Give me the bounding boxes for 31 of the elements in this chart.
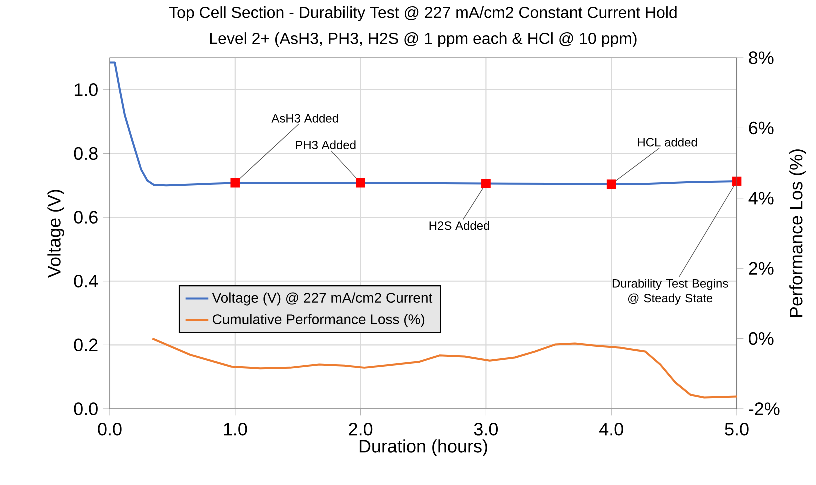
y2-tick-label: 4%: [748, 192, 774, 205]
y-tick-label: 0.0: [74, 402, 98, 416]
y-tick-label: 0.6: [74, 211, 98, 224]
chart-title: Top Cell Section - Durability Test @ 227 mA/cm2 Constant Current Hold: [169, 6, 677, 22]
annotation: AsH3 Added: [272, 114, 338, 123]
x-tick-label: 0.0: [98, 423, 122, 436]
x-tick-label: 5.0: [725, 423, 749, 436]
line-series: [152, 338, 738, 399]
legend-label: Voltage (V) @ 227 mA/cm2 Current: [212, 292, 433, 306]
y-tick-label: 1.0: [74, 84, 98, 96]
y2-axis-title: Performance Los (%): [790, 150, 806, 318]
x-tick-label: 3.0: [474, 423, 498, 436]
y-tick-label: 0.8: [74, 147, 98, 160]
x-tick-label: 1.0: [224, 423, 248, 436]
annotation: H2S Added: [430, 221, 490, 230]
y2-tick-label: 2%: [749, 262, 774, 275]
legend-label: Cumulative Performance Loss (%): [212, 314, 425, 328]
x-axis-title: Duration (hours): [360, 440, 488, 456]
x-tick-label: 2.0: [349, 423, 373, 436]
annotation: Durability Test Begins @ Steady State: [612, 279, 728, 305]
y-tick-label: 0.4: [74, 274, 98, 288]
y-tick-label: 0.2: [74, 338, 98, 352]
y2-tick-label: 6%: [749, 122, 774, 135]
y2-tick-label: 8%: [749, 52, 774, 64]
chart-subtitle: Level 2+ (AsH3, PH3, H2S @ 1 ppm each & HCl @ 10 ppm): [210, 32, 637, 48]
annotation: PH3 Added: [296, 140, 356, 150]
y2-tick-label: -2%: [749, 402, 780, 416]
x-tick-label: 4.0: [600, 423, 624, 436]
y-axis-title: Voltage (V): [48, 190, 64, 278]
y2-tick-label: 0%: [749, 332, 774, 346]
annotation: HCL added: [638, 138, 698, 147]
